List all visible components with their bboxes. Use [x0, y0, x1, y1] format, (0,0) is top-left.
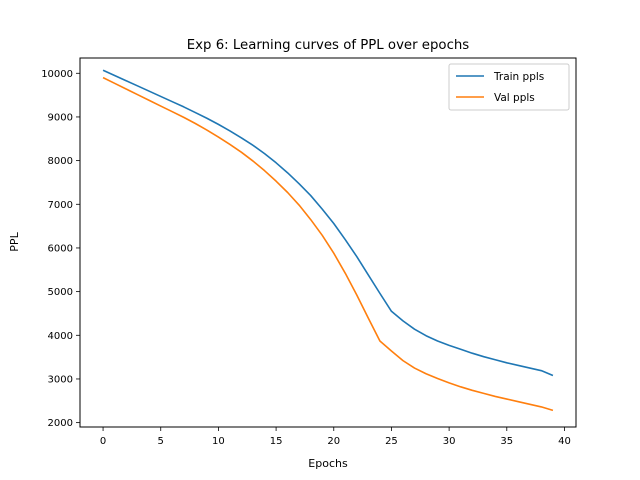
- legend: Train ppls Val ppls: [448, 63, 570, 111]
- series-line-val: [102, 76, 554, 412]
- legend-entry-label: Train ppls: [493, 71, 544, 83]
- y-tick-label: 3000: [48, 374, 73, 385]
- series-lines: [102, 69, 554, 412]
- series-line-train: [102, 69, 554, 377]
- x-tick-label: 5: [158, 436, 164, 447]
- y-tick-label: 4000: [48, 331, 73, 342]
- x-tick-label: 30: [443, 436, 456, 447]
- y-tick-label: 9000: [48, 112, 73, 123]
- x-axis-label: Epochs: [308, 457, 348, 470]
- y-tick-label: 5000: [48, 287, 73, 298]
- y-tick-label: 7000: [48, 200, 73, 211]
- x-tick-label: 0: [100, 436, 106, 447]
- y-axis-label: PPL: [8, 231, 21, 251]
- chart-title: Exp 6: Learning curves of PPL over epoch…: [187, 38, 470, 53]
- x-axis: 0 5 10 15 20 25 30 35 40: [100, 427, 571, 447]
- axes-frame: [79, 57, 577, 428]
- x-tick-label: 20: [327, 436, 340, 447]
- x-tick-label: 35: [500, 436, 513, 447]
- y-tick-label: 10000: [41, 69, 73, 80]
- y-tick-label: 6000: [48, 243, 73, 254]
- x-tick-label: 25: [385, 436, 398, 447]
- legend-entry-label: Val ppls: [494, 92, 535, 104]
- y-axis: 2000 3000 4000 5000 6000 7000 8000 9000 10000: [41, 69, 80, 429]
- y-tick-label: 8000: [48, 156, 73, 167]
- x-tick-label: 40: [558, 436, 571, 447]
- y-tick-label: 2000: [48, 418, 73, 429]
- x-tick-label: 10: [212, 436, 225, 447]
- x-tick-label: 15: [270, 436, 283, 447]
